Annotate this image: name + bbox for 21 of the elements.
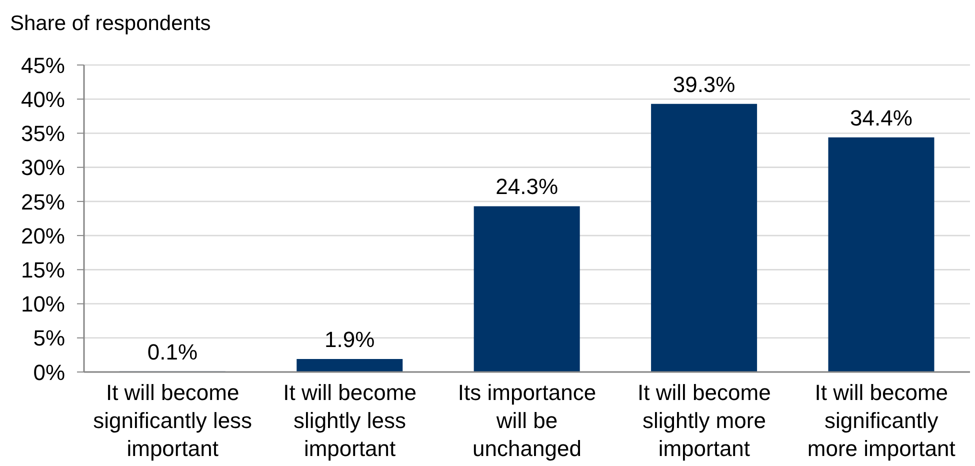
y-tick-label: 45% [20, 52, 65, 78]
y-tick-label: 30% [20, 155, 65, 180]
data-label: 39.3% [672, 72, 736, 97]
y-tick-label: 5% [33, 326, 65, 351]
x-tick-label: It will become significantly less important [93, 380, 252, 461]
data-label: 0.1% [147, 339, 198, 364]
y-tick-label: 40% [20, 86, 65, 112]
y-tick-label: 15% [20, 257, 65, 282]
data-label: 1.9% [324, 327, 375, 352]
y-tick-label: 10% [20, 292, 65, 317]
y-axis-title: Share of respondents [10, 11, 211, 37]
data-label: 34.4% [850, 105, 912, 130]
data-label: 24.3% [496, 174, 558, 200]
x-tick-label: It will become significantly more important [807, 380, 956, 461]
y-tick-label: 35% [20, 121, 65, 146]
x-tick-label: It will become slightly more important [638, 380, 771, 461]
x-tick-label: It will become slightly less important [283, 380, 416, 461]
y-tick-label: 25% [20, 189, 65, 214]
y-tick-label: 0% [33, 360, 65, 385]
y-tick-label: 20% [20, 223, 65, 248]
x-tick-label: Its importance will be unchanged [458, 380, 596, 461]
